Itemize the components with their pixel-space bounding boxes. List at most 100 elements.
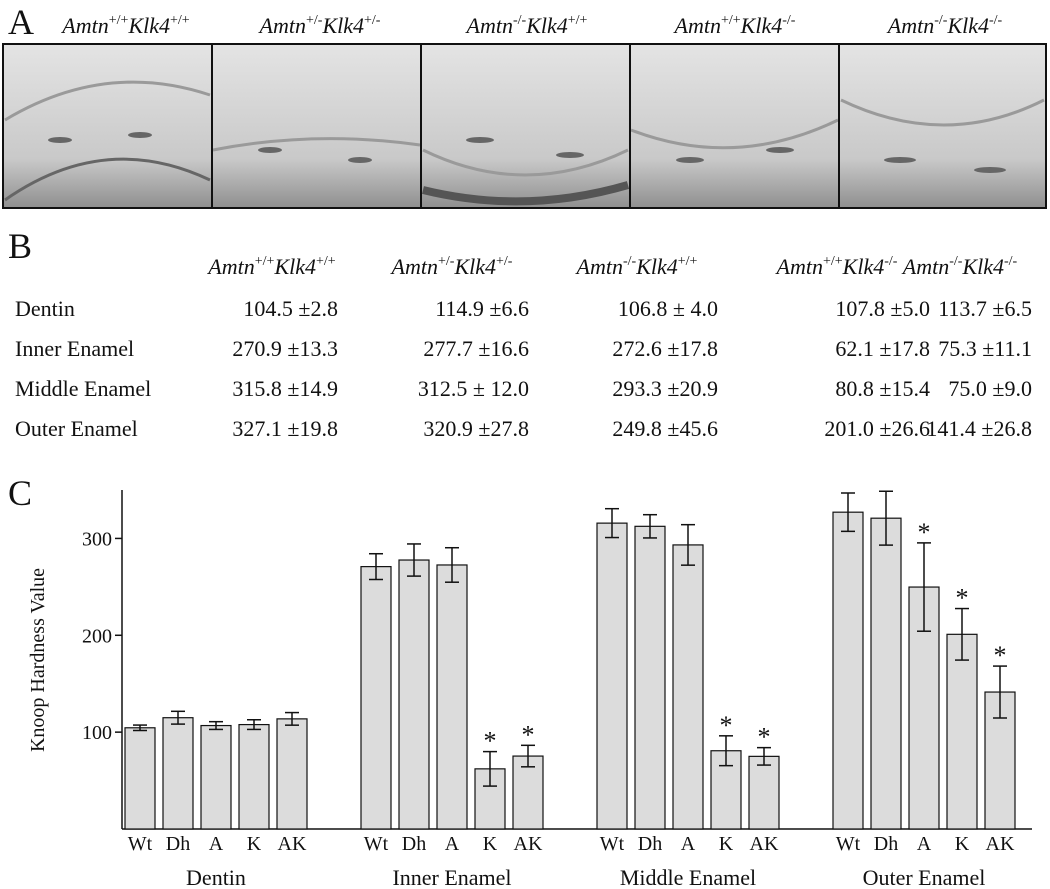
bar	[832, 511, 864, 830]
group-label: Outer Enamel	[863, 865, 986, 889]
x-tick-label: A	[209, 833, 224, 855]
genotype-label: Amtn+/-Klk4+/-	[390, 254, 513, 279]
genotype-superscript: -/-	[623, 254, 637, 269]
table-cell: 201.0 ±26.6	[824, 416, 930, 441]
bar	[398, 559, 430, 830]
x-tick-label: Dh	[166, 833, 190, 855]
gene-name: Amtn	[901, 254, 949, 279]
error-bar	[719, 735, 733, 767]
gene-name: Klk4	[321, 13, 364, 38]
table-cell: 141.4 ±26.8	[926, 416, 1032, 441]
significance-star: *	[918, 518, 931, 547]
x-tick-label: A	[445, 833, 460, 855]
genotype-label: Amtn-/-Klk4+/+	[465, 13, 588, 38]
gene-name: Klk4	[127, 13, 170, 38]
x-tick-label: A	[917, 833, 932, 855]
x-tick-label: Wt	[128, 833, 153, 855]
table-cell: 272.6 ±17.8	[612, 336, 718, 361]
genotype-superscript: +/+	[255, 254, 275, 269]
x-tick-label: Dh	[402, 833, 426, 855]
genotype-superscript: +/-	[438, 254, 455, 269]
bar	[200, 724, 232, 830]
table-cell: 270.9 ±13.3	[232, 336, 338, 361]
x-tick-label: Dh	[874, 833, 898, 855]
genotype-superscript: +/-	[364, 13, 381, 28]
genotype-superscript: +/+	[170, 13, 190, 28]
genotype-superscript: -/-	[782, 13, 796, 28]
x-tick-label: K	[719, 833, 734, 855]
y-tick-label: 300	[82, 528, 112, 550]
error-bar	[285, 711, 299, 726]
error-bar	[643, 513, 657, 539]
error-bar	[133, 724, 147, 732]
error-bar	[681, 523, 695, 566]
genotype-superscript: +/+	[678, 254, 698, 269]
genotype-superscript: +/-	[496, 254, 513, 269]
x-tick-label: AK	[986, 833, 1015, 855]
gene-name: Amtn	[390, 254, 438, 279]
y-tick-label: 200	[82, 625, 112, 647]
error-bar	[369, 552, 383, 581]
significance-star: *	[522, 720, 535, 749]
error-bar	[879, 490, 893, 546]
error-bar	[171, 710, 185, 725]
bar	[672, 544, 704, 830]
genotype-superscript: +/-	[306, 13, 323, 28]
genotype-superscript: -/-	[949, 254, 963, 269]
error-bar	[521, 744, 535, 768]
error-bar	[993, 665, 1007, 719]
genotype-label: Amtn+/-Klk4+/-	[258, 13, 381, 38]
gene-name: Amtn	[673, 13, 721, 38]
error-bar	[757, 746, 771, 766]
genotype-superscript: -/-	[989, 13, 1003, 28]
x-tick-label: AK	[278, 833, 307, 855]
genotype-superscript: +/+	[109, 13, 129, 28]
x-tick-label: K	[955, 833, 970, 855]
bar	[870, 517, 902, 830]
row-label: Dentin	[15, 296, 75, 321]
genotype-label: Amtn-/-Klk4-/-	[886, 13, 1003, 38]
panel-label: A	[8, 2, 34, 42]
genotype-superscript: +/+	[721, 13, 741, 28]
table-cell: 104.5 ±2.8	[243, 296, 338, 321]
table-cell: 114.9 ±6.6	[435, 296, 529, 321]
row-label: Middle Enamel	[15, 376, 151, 401]
gene-name: Klk4	[961, 254, 1004, 279]
table-cell: 62.1 ±17.8	[835, 336, 930, 361]
genotype-superscript: +/+	[823, 254, 843, 269]
x-tick-label: Wt	[600, 833, 625, 855]
gene-name: Klk4	[525, 13, 568, 38]
x-tick-label: A	[681, 833, 696, 855]
bar	[436, 564, 468, 830]
table-cell: 277.7 ±16.6	[423, 336, 529, 361]
x-tick-label: AK	[514, 833, 543, 855]
x-tick-label: K	[247, 833, 262, 855]
genotype-label: Amtn-/-Klk4-/-	[901, 254, 1018, 279]
bar	[474, 768, 506, 830]
bar	[162, 717, 194, 830]
table-cell: 113.7 ±6.5	[938, 296, 1032, 321]
genotype-label: Amtn+/+Klk4+/+	[60, 13, 189, 38]
table-cell: 312.5 ± 12.0	[418, 376, 529, 401]
genotype-superscript: +/+	[568, 13, 588, 28]
gene-name: Amtn	[258, 13, 306, 38]
x-tick-label: K	[483, 833, 498, 855]
table-cell: 80.8 ±15.4	[835, 376, 930, 401]
genotype-superscript: -/-	[934, 13, 948, 28]
gene-name: Klk4	[946, 13, 989, 38]
gene-name: Klk4	[453, 254, 496, 279]
x-tick-label: Wt	[836, 833, 861, 855]
gene-name: Klk4	[273, 254, 316, 279]
genotype-label: Amtn-/-Klk4+/+	[575, 254, 698, 279]
table-cell: 106.8 ± 4.0	[618, 296, 718, 321]
bar	[710, 750, 742, 830]
genotype-superscript: -/-	[513, 13, 527, 28]
gene-name: Amtn	[465, 13, 513, 38]
gene-name: Amtn	[60, 13, 108, 38]
error-bar	[483, 750, 497, 787]
bar	[748, 755, 780, 830]
gene-name: Amtn	[575, 254, 623, 279]
gene-name: Amtn	[206, 254, 254, 279]
error-bar	[841, 492, 855, 533]
